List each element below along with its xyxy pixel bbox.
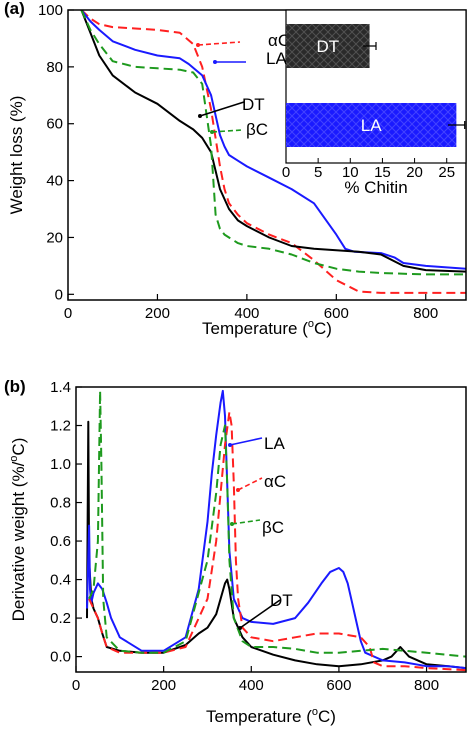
panel-b-ticks: 0 200 400 600 800 0.0 0.2 0.4 0.6 0.8 1.0 1.2 1.4: [50, 379, 439, 694]
inset-x-tick-label: 20: [406, 164, 423, 181]
b-series-label-pointer: [230, 522, 234, 526]
inset-x-tick-label: 5: [314, 164, 322, 181]
b-series-label-pointer: [236, 488, 240, 492]
panel-a-label: (a): [4, 0, 25, 18]
b-y-tick-label: 0.6: [50, 533, 71, 550]
b-series-label-leader: [229, 437, 263, 446]
inset-error-bar: [448, 121, 466, 129]
a-series-label-leader: [211, 129, 243, 133]
a-y-tick-label: 40: [46, 173, 63, 190]
inset-error-bar: [363, 42, 377, 50]
a-x-tick-label: 200: [145, 305, 170, 322]
inset-bar-label: LA: [361, 116, 382, 135]
panel-a-x-axis-label: Temperature (oC): [202, 318, 332, 338]
b-y-tick-label: 0.8: [50, 495, 71, 512]
a-y-tick-label: 20: [46, 229, 63, 246]
panel-a-x-axis-label-text: Temperature (: [202, 319, 308, 338]
panel-b-y-axis-label-text: Derivative weight (%/: [9, 461, 28, 621]
inset-x-axis-label: % Chitin: [344, 178, 407, 197]
a-x-tick-label: 800: [413, 305, 438, 322]
inset-x-tick-label: 15: [374, 164, 391, 181]
a-series-line: [80, 10, 466, 294]
panel-b-series-labels: LA αC βC DT: [228, 434, 293, 630]
panel-b-x-axis-label-unit: C): [318, 707, 336, 726]
a-series-label: βC: [246, 120, 268, 139]
panel-a-lines: [80, 10, 466, 294]
panel-a-x-axis-label-degree: o: [308, 318, 314, 330]
inset-bar-dt: [286, 24, 370, 68]
b-series-label-pointer: [228, 443, 232, 447]
a-series-label: LA: [266, 49, 287, 68]
inset-x-tick-label: 0: [282, 164, 290, 181]
a-series-label-pointer: [196, 43, 200, 47]
a-x-tick-label: 600: [324, 305, 349, 322]
b-y-tick-label: 1.2: [50, 418, 71, 435]
panel-b-y-axis-label-unit: C): [9, 438, 28, 456]
b-series-label: βC: [262, 518, 284, 537]
b-x-tick-label: 800: [414, 677, 439, 694]
b-y-tick-label: 0.4: [50, 572, 71, 589]
a-y-tick-label: 80: [46, 59, 63, 76]
a-x-tick-label: 400: [234, 305, 259, 322]
a-series-line: [80, 10, 466, 273]
inset-bar-la: [286, 103, 457, 147]
panel-a-x-axis-label-unit: C): [314, 319, 332, 338]
b-x-tick-label: 600: [326, 677, 351, 694]
panel-a: (a) Weight loss (%) Temperature (oC) 0 20…: [4, 0, 467, 338]
a-series-line: [80, 10, 466, 270]
a-y-tick-label: 0: [55, 286, 63, 303]
b-series-label: αC: [264, 472, 286, 491]
inset-x-tick-label: 25: [438, 164, 455, 181]
panel-a-y-axis-label-group: Weight loss (%): [7, 96, 26, 215]
panel-b-label: (b): [4, 377, 26, 396]
b-series-label-leader: [237, 477, 263, 491]
b-series-label-pointer: [238, 626, 242, 630]
a-series-label-leader: [197, 41, 241, 46]
b-y-tick-label: 1.0: [50, 456, 71, 473]
b-series-label: DT: [270, 591, 293, 610]
b-x-tick-label: 400: [239, 677, 264, 694]
panel-b: (b) Derivative weight (%/oC) Temperature…: [4, 377, 467, 726]
b-y-tick-label: 1.4: [50, 379, 71, 396]
a-y-tick-label: 100: [38, 2, 63, 19]
b-x-tick-label: 200: [151, 677, 176, 694]
panel-b-x-axis-label-text: Temperature (: [206, 707, 312, 726]
a-series-label-pointer: [198, 114, 202, 118]
panel-b-y-axis-label: Derivative weight (%/oC): [8, 438, 28, 622]
a-series-label: DT: [242, 95, 265, 114]
b-series-line: [88, 389, 466, 658]
panel-a-inset-bar-chart: DT LA 0 5 10 15 20 25 % Chitin: [282, 9, 467, 197]
panel-b-plot-frame: [75, 386, 467, 673]
a-series-label-pointer: [210, 130, 214, 134]
panel-b-x-axis-label: Temperature (oC): [206, 706, 336, 726]
b-y-tick-label: 0.2: [50, 610, 71, 627]
b-series-label-leader: [239, 599, 281, 629]
panel-b-lines: [86, 389, 466, 672]
a-series-label: αC: [268, 31, 290, 50]
inset-bar-label: DT: [316, 37, 339, 56]
a-x-tick-label: 0: [64, 305, 72, 322]
a-y-tick-label: 60: [46, 116, 63, 133]
b-y-tick-label: 0.0: [50, 649, 71, 666]
panel-b-y-axis-label-group: Derivative weight (%/oC): [8, 438, 28, 622]
b-series-label: LA: [264, 434, 285, 453]
panel-b-y-axis-label-degree: o: [8, 456, 20, 462]
panel-a-y-axis-label: Weight loss (%): [7, 96, 26, 215]
b-x-tick-label: 0: [72, 677, 80, 694]
a-series-label-leader: [199, 101, 245, 117]
b-series-line: [86, 420, 466, 670]
panel-b-x-axis-label-degree: o: [312, 706, 318, 718]
a-series-label-pointer: [213, 60, 217, 64]
inset-x-tick-label: 10: [342, 164, 359, 181]
b-series-label-leader: [231, 519, 261, 525]
